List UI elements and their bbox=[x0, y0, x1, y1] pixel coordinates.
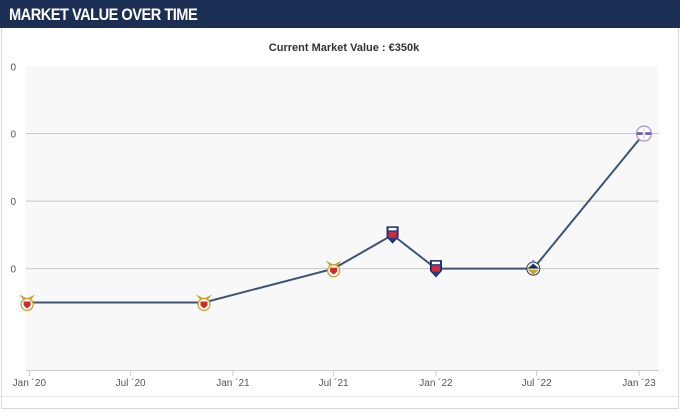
section-title: MARKET VALUE OVER TIME bbox=[9, 5, 198, 24]
crest-top bbox=[431, 261, 440, 265]
x-tick-label: Jul ´20 bbox=[116, 377, 146, 389]
crest-panther bbox=[527, 263, 540, 269]
club-markers bbox=[19, 125, 653, 312]
data-point-benfica-crest-icon[interactable] bbox=[325, 260, 342, 278]
x-tick-label: Jan ´22 bbox=[419, 377, 453, 389]
x-axis-ticks: Jan ´20 Jul ´20 Jan ´21 Jul ´21 Jan ´22 Jul ´… bbox=[13, 370, 659, 389]
x-tick-label: Jul ´22 bbox=[522, 377, 552, 389]
panel-divider bbox=[0, 396, 678, 397]
y-axis-ticks: 0 0 0 0 bbox=[10, 63, 16, 276]
crest-band bbox=[431, 265, 440, 272]
x-tick-label: Jul ´21 bbox=[319, 377, 349, 389]
x-tick-label: Jan ´23 bbox=[622, 377, 656, 389]
plot-area bbox=[26, 66, 659, 370]
section-header: MARKET VALUE OVER TIME bbox=[0, 0, 680, 28]
crest-shield bbox=[23, 301, 31, 309]
crest-shield bbox=[330, 267, 338, 275]
crest-star bbox=[531, 260, 535, 264]
crest-stripe bbox=[642, 127, 646, 140]
crest-band bbox=[388, 231, 397, 238]
crest-top bbox=[388, 227, 397, 231]
x-tick-label: Jan ´21 bbox=[216, 377, 250, 389]
y-tick-label: 0 bbox=[10, 63, 16, 74]
y-tick-label: 0 bbox=[10, 130, 16, 141]
gridlines bbox=[26, 66, 659, 270]
data-point-red-blue-crest-icon[interactable] bbox=[386, 226, 399, 244]
crest-eagle bbox=[19, 294, 36, 300]
data-point-red-blue-crest-icon[interactable] bbox=[429, 260, 442, 278]
y-tick-label: 0 bbox=[10, 265, 16, 276]
data-point-benfica-crest-icon[interactable] bbox=[195, 294, 212, 312]
y-tick-label: 0 bbox=[10, 197, 16, 208]
chart-title: Current Market Value : €350k bbox=[269, 42, 420, 54]
data-point-benfica-crest-icon[interactable] bbox=[19, 294, 36, 312]
crest-bottom bbox=[527, 269, 540, 275]
data-point-sturm-crest-icon[interactable] bbox=[526, 260, 541, 276]
crest-shield bbox=[200, 301, 208, 309]
crest-eagle bbox=[325, 260, 342, 266]
x-tick-label: Jan ´20 bbox=[13, 377, 47, 389]
data-point-white-purple-crest-icon[interactable] bbox=[635, 125, 653, 142]
crest-eagle bbox=[195, 294, 212, 300]
